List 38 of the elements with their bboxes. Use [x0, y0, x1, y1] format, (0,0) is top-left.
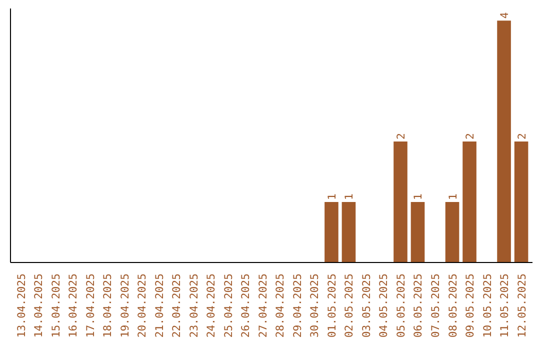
x-tick-label: 04.05.2025: [377, 274, 390, 338]
data-label: 1: [325, 194, 338, 200]
x-tick-label: 17.04.2025: [84, 274, 97, 338]
x-tick-label: 13.04.2025: [14, 274, 28, 338]
x-tick-label: 23.04.2025: [187, 274, 200, 338]
data-label: 1: [446, 194, 460, 200]
x-tick-label: 06.05.2025: [412, 274, 425, 338]
x-tick-label: 28.04.2025: [274, 274, 287, 338]
x-tick-label: 09.05.2025: [464, 274, 477, 338]
x-tick-label: 18.04.2025: [101, 274, 114, 338]
x-tick-label: 01.05.2025: [325, 274, 338, 338]
data-label: 2: [394, 133, 408, 140]
data-label: 2: [464, 133, 477, 140]
x-tick-label: 20.04.2025: [136, 274, 149, 338]
x-tick-label: 25.04.2025: [222, 274, 235, 338]
x-tick-label: 30.04.2025: [308, 274, 322, 338]
x-tick-label: 11.05.2025: [498, 274, 512, 338]
x-tick-label: 14.04.2025: [32, 274, 46, 338]
x-tick-label: 24.04.2025: [204, 274, 218, 338]
data-label: 1: [412, 194, 425, 200]
x-tick-label: 05.05.2025: [394, 274, 408, 338]
x-tick-label: 29.04.2025: [290, 274, 304, 338]
data-label: 4: [498, 12, 512, 19]
x-tick-label: 08.05.2025: [446, 274, 460, 338]
x-tick-label: 10.05.2025: [480, 274, 494, 338]
x-tick-label: 02.05.2025: [342, 274, 356, 338]
x-tick-label: 21.04.2025: [152, 274, 166, 338]
x-tick-label: 19.04.2025: [118, 274, 132, 338]
x-tick-label: 22.04.2025: [170, 274, 184, 338]
x-tick-label: 07.05.2025: [429, 274, 442, 338]
x-tick-label: 16.04.2025: [66, 274, 80, 338]
data-label: 1: [342, 194, 356, 200]
x-tick-label: 15.04.2025: [49, 274, 62, 338]
x-tick-label: 26.04.2025: [239, 274, 252, 338]
data-label: 2: [515, 133, 528, 140]
x-tick-label: 03.05.2025: [360, 274, 373, 338]
x-tick-label: 27.04.2025: [256, 274, 270, 338]
x-tick-label: 12.05.2025: [515, 274, 528, 338]
